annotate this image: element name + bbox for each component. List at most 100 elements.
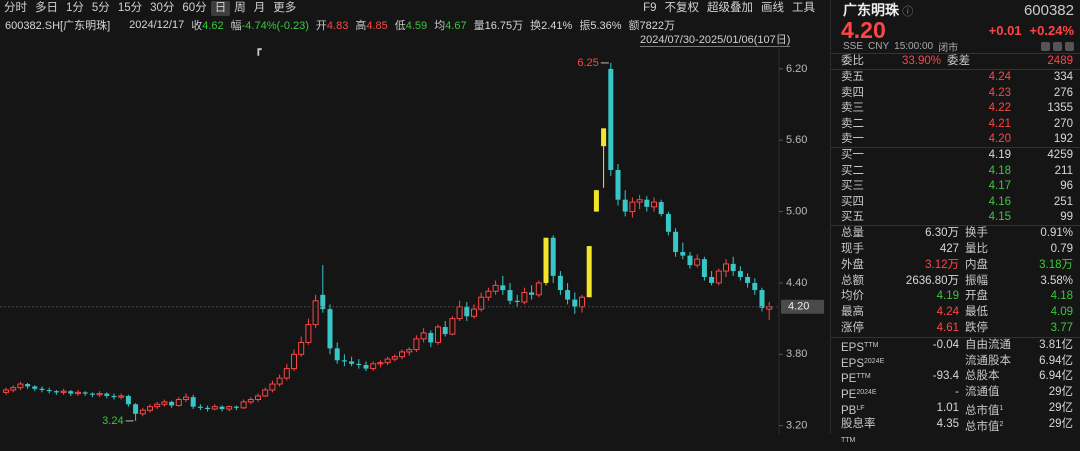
y-tick-label: 3.80 [786, 348, 807, 360]
info-value: 7822万 [639, 19, 676, 32]
stat-row: 最高 4.24 最低 4.09 [831, 305, 1080, 321]
stat-label-text: 股息率 [841, 417, 876, 430]
candle-body [420, 332, 427, 340]
period-tab[interactable]: 多日 [35, 2, 58, 14]
stat-value: 2636.80万 [905, 274, 959, 287]
period-tabs: 分时 多日 1分 5分 15分 30分 60分日周月更多 [0, 1, 300, 16]
tool-button[interactable]: 不复权 [664, 2, 700, 14]
candle-body [608, 68, 614, 170]
stat-value: 6.94亿 [1039, 354, 1073, 367]
info-label: 换 [530, 19, 542, 32]
level-label: 卖二 [841, 117, 864, 130]
info-label: 开 [315, 19, 327, 32]
candle-body [745, 277, 751, 283]
level-price: 4.23 [988, 86, 1011, 99]
info-label: 量 [473, 19, 485, 32]
candle-body [456, 306, 463, 320]
price-row: 4.20 +0.01 +0.24% [831, 17, 1080, 43]
candle-body [572, 299, 578, 307]
level-volume: 99 [1060, 210, 1073, 223]
separator [831, 225, 1080, 227]
candle-body [154, 403, 161, 408]
period-tab[interactable]: 分时 [4, 2, 27, 14]
y-tick-label: 5.00 [786, 205, 807, 217]
candle-body [687, 255, 693, 266]
last-price-tag [781, 299, 824, 314]
candle-body [197, 406, 203, 408]
info-icon[interactable]: ⓘ [902, 6, 914, 18]
period-tab[interactable]: 月 [253, 2, 266, 14]
stat-value: 427 [939, 243, 959, 256]
period-tab[interactable]: 5分 [91, 2, 110, 14]
stat-label: 涨停 [841, 321, 889, 337]
level-volume: 96 [1060, 180, 1073, 193]
stat-label-sup: TTM [856, 373, 871, 381]
level-price: 4.24 [988, 71, 1011, 84]
stat-row: EPS2024E 流通股本 6.94亿 [831, 354, 1080, 370]
info-item: 振5.36% [579, 17, 621, 33]
stat-label-text: 量比 [965, 243, 988, 256]
separator [831, 53, 1080, 54]
info-item: 低4.59 [395, 17, 427, 33]
icon-button[interactable] [1065, 42, 1074, 51]
candle-body [118, 395, 125, 398]
level-label: 买五 [841, 210, 864, 223]
candle-body [133, 404, 139, 414]
order-row: 买三 4.17 96 [831, 179, 1080, 194]
tool-button[interactable]: 工具 [792, 2, 815, 14]
min-label: 3.24 [102, 415, 123, 427]
level-label: 买二 [841, 164, 864, 177]
candle-body [543, 237, 549, 283]
stat-label-text: 流通值 [965, 386, 1000, 399]
stat-label-sup: 2024E [864, 357, 885, 365]
candle-body [550, 237, 556, 276]
stat-label-text: 总市值 [965, 420, 1000, 433]
period-tab[interactable]: 60分 [182, 2, 207, 14]
tool-button[interactable]: 超级叠加 [707, 2, 753, 14]
tool-button[interactable]: 画线 [761, 2, 784, 14]
stat-label: 总量 [841, 226, 889, 242]
candle-body [673, 231, 679, 253]
candle-body [327, 309, 333, 349]
stat-label-text: 现手 [841, 243, 864, 256]
period-tab[interactable]: 30分 [150, 2, 175, 14]
level-price: 4.19 [988, 149, 1011, 162]
period-tab[interactable]: 15分 [117, 2, 143, 14]
stat-row: 股息率 TTM 4.35 总市值2 29亿 [831, 417, 1080, 444]
stat-label: 自由流通 [959, 338, 1021, 357]
candle-body [557, 275, 563, 291]
stat-label-sup: 1 [999, 405, 1004, 413]
icon-button[interactable] [1041, 42, 1050, 51]
stat-label-text: 涨停 [841, 322, 864, 335]
period-tab[interactable]: 更多 [273, 2, 297, 14]
stat-label-sup: 2 [999, 420, 1004, 428]
period-tab[interactable]: 1分 [66, 2, 84, 14]
candle-body [240, 401, 247, 409]
level-label: 买三 [841, 180, 864, 193]
info-value: 4.62 [202, 19, 224, 32]
icon-button[interactable] [1053, 42, 1062, 51]
candle-body [183, 396, 189, 401]
stat-label: PE2024E [841, 385, 889, 404]
date-range[interactable]: 2024/07/30-2025/01/06(107日) [640, 34, 791, 47]
separator [831, 147, 1080, 149]
stock-code: 600382.SH[广东明珠] [5, 19, 111, 32]
info-label: 均 [434, 19, 446, 32]
info-value: 4.85 [366, 19, 388, 32]
stat-value: 4.24 [936, 306, 959, 319]
fundamentals: EPSTTM -0.04 自由流通 3.81亿 EPS2024E 流通股本 6.94亿 PET… [831, 338, 1080, 444]
period-tab[interactable]: 日 [210, 1, 231, 16]
info-value: 2.41% [541, 19, 573, 32]
asks: 卖五 4.24 334 卖四 4.23 276 卖三 4.22 1355 卖二 4.21 270 卖一 4… [831, 70, 1080, 147]
candle-body [125, 395, 131, 405]
info-label: 振 [579, 19, 591, 32]
period-tab[interactable]: 周 [234, 2, 246, 14]
candle-body [46, 389, 52, 392]
stat-label-text: PE [841, 373, 857, 386]
candle-body [147, 406, 153, 411]
candle-body [629, 201, 636, 213]
tool-button[interactable]: F9 [643, 2, 657, 14]
stat-label: 内盘 [959, 258, 1021, 274]
meta-item: 闭市 [938, 43, 959, 54]
